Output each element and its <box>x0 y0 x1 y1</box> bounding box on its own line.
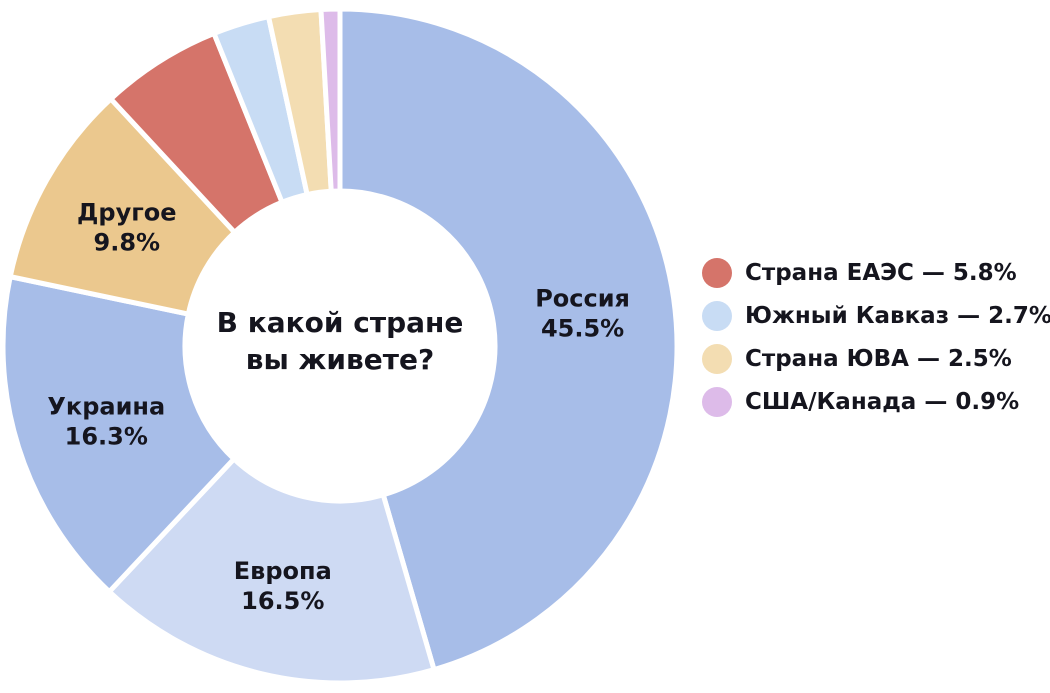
legend-item: Страна ЕАЭС — 5.8% <box>702 258 1050 288</box>
legend-label: Страна ЮВА — 2.5% <box>745 346 1012 372</box>
legend-label: Страна ЕАЭС — 5.8% <box>745 260 1017 286</box>
legend-item: Южный Кавказ — 2.7% <box>702 301 1050 331</box>
pie-segment <box>318 6 343 194</box>
legend-swatch <box>702 387 732 417</box>
legend-swatch <box>702 301 732 331</box>
chart-title: В какой стране вы живете? <box>217 306 464 376</box>
pie-segment <box>337 6 680 673</box>
segment-label: Украина 16.3% <box>47 393 165 451</box>
legend-item: Страна ЮВА — 2.5% <box>702 344 1050 374</box>
legend-label: США/Канада — 0.9% <box>745 389 1020 415</box>
pie-segment <box>0 274 237 595</box>
legend-label: Южный Кавказ — 2.7% <box>745 303 1050 329</box>
segment-label: Россия 45.5% <box>535 285 630 343</box>
segment-label: Другое 9.8% <box>77 198 177 256</box>
pie-segment <box>106 456 437 686</box>
segment-label: Европа 16.5% <box>234 557 332 615</box>
legend-item: США/Канада — 0.9% <box>702 387 1050 417</box>
legend-swatch <box>702 344 732 374</box>
legend-swatch <box>702 258 732 288</box>
chart-legend: Страна ЕАЭС — 5.8% Южный Кавказ — 2.7% Стр… <box>702 258 1050 417</box>
